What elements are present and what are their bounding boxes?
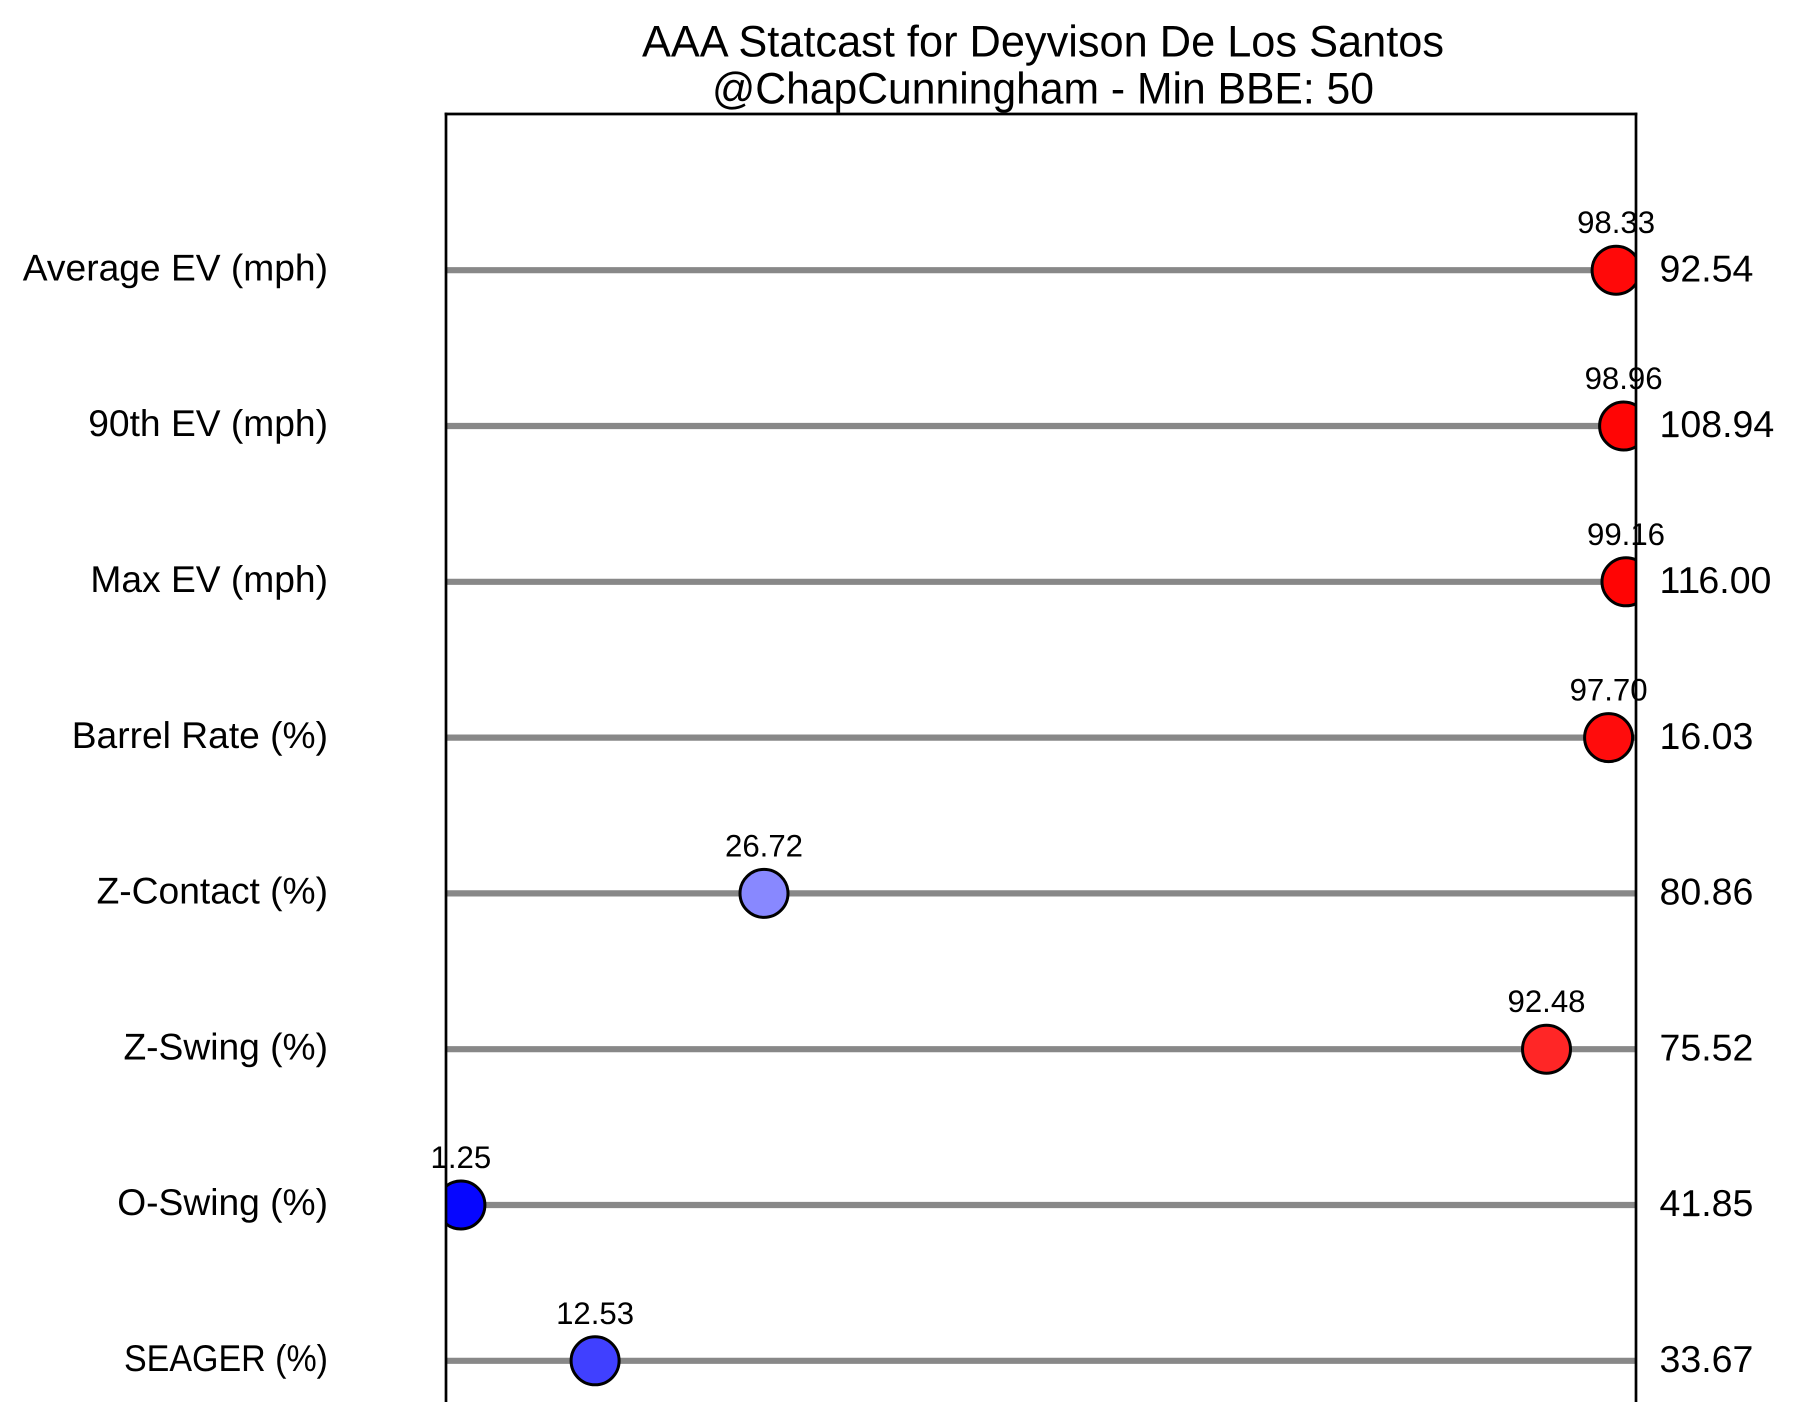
svg-text:90th EV (mph): 90th EV (mph) xyxy=(88,402,328,444)
svg-text:12.53: 12.53 xyxy=(556,1296,634,1331)
svg-text:Z-Contact (%): Z-Contact (%) xyxy=(97,870,328,912)
svg-text:Barrel Rate (%): Barrel Rate (%) xyxy=(72,714,328,756)
svg-text:116.00: 116.00 xyxy=(1660,559,1772,601)
svg-text:26.72: 26.72 xyxy=(725,828,803,863)
svg-text:98.33: 98.33 xyxy=(1577,205,1655,240)
svg-text:97.70: 97.70 xyxy=(1570,673,1648,708)
svg-text:99.16: 99.16 xyxy=(1587,517,1665,552)
svg-text:41.85: 41.85 xyxy=(1660,1182,1754,1224)
svg-text:75.52: 75.52 xyxy=(1660,1026,1754,1068)
svg-text:Z-Swing (%): Z-Swing (%) xyxy=(123,1025,328,1067)
svg-text:Max EV (mph): Max EV (mph) xyxy=(90,558,328,600)
svg-text:80.86: 80.86 xyxy=(1660,871,1754,913)
svg-text:@ChapCunningham - Min BBE: 50: @ChapCunningham - Min BBE: 50 xyxy=(712,65,1374,114)
svg-text:92.48: 92.48 xyxy=(1507,984,1585,1019)
svg-text:O-Swing (%): O-Swing (%) xyxy=(117,1181,328,1223)
svg-text:AAA Statcast for Deyvison De L: AAA Statcast for Deyvison De Los Santos xyxy=(642,18,1444,67)
svg-text:16.03: 16.03 xyxy=(1660,715,1754,757)
svg-text:SEAGER (%): SEAGER (%) xyxy=(124,1337,328,1379)
svg-text:108.94: 108.94 xyxy=(1660,403,1775,445)
svg-text:98.96: 98.96 xyxy=(1585,361,1663,396)
svg-text:33.67: 33.67 xyxy=(1660,1338,1754,1380)
svg-text:92.54: 92.54 xyxy=(1660,247,1754,289)
svg-text:Average EV (mph): Average EV (mph) xyxy=(23,246,328,288)
svg-text:1.25: 1.25 xyxy=(431,1140,492,1175)
